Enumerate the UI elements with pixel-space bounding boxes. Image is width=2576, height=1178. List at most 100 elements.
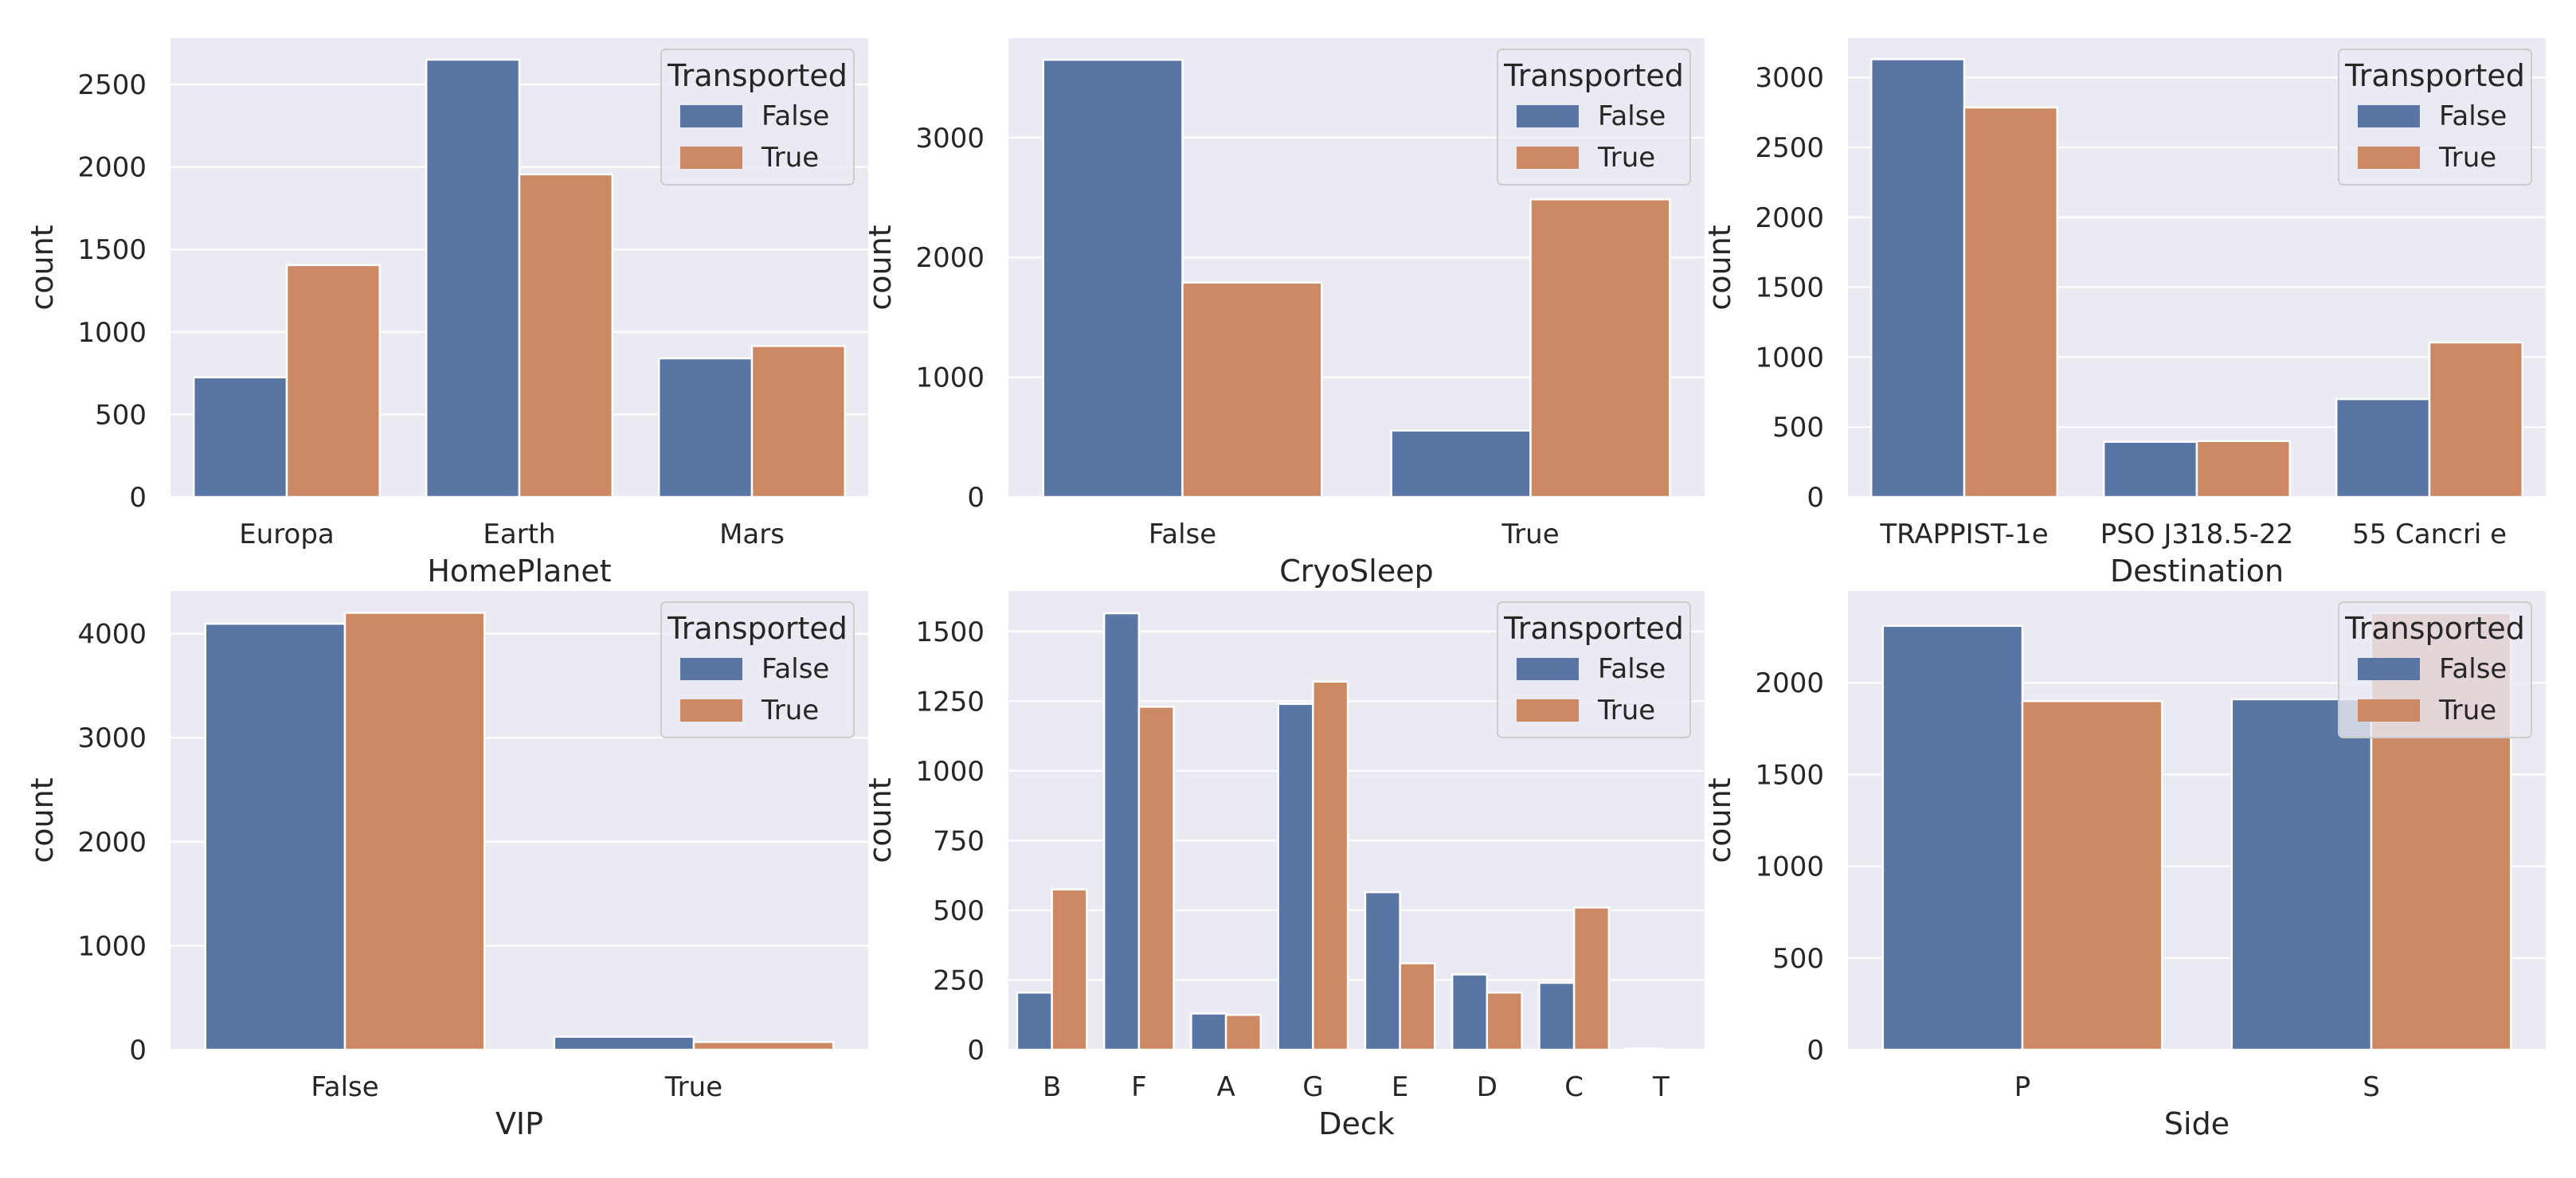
legend-title: Transported — [667, 611, 848, 646]
legend-label-true: True — [2438, 695, 2496, 726]
x-tick-label: E — [1392, 1071, 1408, 1103]
bar-pso-j318-5-22-false — [2102, 440, 2198, 499]
bar-trappist-1e-false — [1869, 58, 1966, 499]
bar-g-false — [1277, 702, 1314, 1051]
legend-label-false: False — [761, 100, 829, 132]
legend-swatch-false — [2358, 105, 2420, 127]
bar-true-false — [553, 1035, 695, 1051]
y-tick-label: 500 — [933, 895, 985, 927]
y-tick-label: 2500 — [77, 69, 147, 101]
bar-s-false — [2230, 698, 2373, 1051]
bar-c-true — [1572, 906, 1611, 1051]
bar-pso-j318-5-22-true — [2195, 440, 2292, 499]
legend-label-true: True — [1597, 142, 1655, 174]
x-tick-label: P — [2014, 1071, 2031, 1103]
bar-mars-false — [657, 357, 754, 499]
bar-false-false — [1042, 58, 1184, 499]
y-tick-label: 1500 — [77, 234, 147, 266]
legend-swatch-true — [680, 147, 742, 169]
x-axis-label: VIP — [495, 1106, 543, 1141]
chart-panel-1: 0 500 1000 1500 2000 2500 Europa Earth Mars HomeP… — [25, 38, 868, 589]
legend: Transported False True — [1497, 601, 1691, 738]
bar-t-false — [1625, 1047, 1662, 1051]
y-tick-label: 2000 — [1755, 202, 1824, 234]
y-tick-label: 0 — [1807, 482, 1824, 514]
x-tick-label: 55 Cancri e — [2352, 519, 2507, 550]
bar-false-true — [343, 612, 486, 1051]
x-tick-label: TRAPPIST-1e — [1879, 519, 2048, 550]
y-tick-label: 2000 — [1755, 667, 1824, 699]
bar-trappist-1e-true — [1963, 106, 2059, 499]
x-tick-label: PSO J318.5-22 — [2100, 519, 2294, 550]
y-tick-label: 0 — [1807, 1035, 1824, 1066]
y-tick-label: 3000 — [1755, 62, 1824, 94]
legend-swatch-true — [2358, 147, 2420, 169]
x-tick-label: B — [1043, 1071, 1061, 1103]
x-tick-label: Earth — [483, 519, 555, 550]
chart-panel-4: 0 1000 2000 3000 4000 False True VIP count Transp… — [25, 591, 868, 1141]
legend-label-false: False — [761, 653, 829, 685]
chart-panel-3: 0 500 1000 1500 2000 2500 3000 TRAPPIST-1e PSO J… — [1702, 38, 2546, 589]
y-tick-label: 1250 — [915, 686, 985, 718]
y-axis-label: count — [1702, 225, 1737, 310]
legend-label-true: True — [761, 142, 819, 174]
legend: Transported False True — [2338, 601, 2532, 738]
legend-label-false: False — [1598, 100, 1666, 132]
bar-p-false — [1881, 624, 2024, 1051]
bar-55-cancri-e-true — [2428, 341, 2524, 499]
x-tick-label: C — [1564, 1071, 1584, 1103]
bar-a-false — [1190, 1012, 1227, 1051]
bar-earth-false — [425, 58, 521, 499]
x-axis-label: HomePlanet — [427, 554, 611, 589]
bar-g-true — [1312, 680, 1349, 1051]
x-tick-label: A — [1216, 1071, 1235, 1103]
legend: Transported False True — [660, 49, 855, 186]
legend-label-false: False — [1598, 653, 1666, 685]
legend-label-true: True — [761, 695, 819, 726]
y-tick-label: 2000 — [77, 152, 147, 184]
legend-swatch-false — [1517, 105, 1579, 127]
bar-d-true — [1486, 991, 1523, 1051]
bar-e-true — [1399, 962, 1436, 1051]
bar-b-true — [1051, 888, 1088, 1051]
bar-p-true — [2021, 699, 2163, 1051]
y-tick-label: 4000 — [77, 619, 147, 651]
legend-title: Transported — [667, 58, 848, 93]
y-tick-label: 3000 — [77, 722, 147, 754]
bar-false-true — [1181, 281, 1323, 499]
bar-c-false — [1538, 981, 1576, 1051]
legend-title: Transported — [1503, 58, 1684, 93]
bar-a-true — [1224, 1013, 1263, 1051]
y-tick-label: 0 — [967, 482, 985, 514]
legend-title: Transported — [1503, 611, 1684, 646]
y-tick-label: 500 — [95, 399, 147, 431]
y-tick-label: 1500 — [1755, 759, 1824, 791]
legend-label-false: False — [2439, 653, 2507, 685]
x-tick-label: T — [1652, 1071, 1670, 1103]
bar-true-true — [1529, 198, 1671, 499]
x-tick-label: S — [2363, 1071, 2380, 1103]
y-tick-label: 1500 — [1755, 272, 1824, 304]
y-tick-label: 1000 — [1755, 342, 1824, 374]
x-tick-label: True — [664, 1071, 722, 1103]
x-tick-label: False — [311, 1071, 378, 1103]
y-tick-label: 1500 — [915, 616, 985, 648]
x-tick-label: True — [1501, 519, 1559, 550]
x-axis-label: Side — [2164, 1106, 2230, 1141]
legend: Transported False True — [2338, 49, 2532, 186]
bar-f-false — [1102, 612, 1141, 1051]
y-tick-label: 1000 — [77, 317, 147, 349]
x-tick-label: Mars — [719, 519, 785, 550]
bar-d-false — [1450, 973, 1489, 1051]
legend-title: Transported — [2344, 611, 2525, 646]
bar-mars-true — [750, 345, 847, 499]
bar-f-true — [1137, 706, 1175, 1051]
y-axis-label: count — [1702, 777, 1737, 863]
y-tick-label: 2000 — [915, 242, 985, 274]
y-tick-label: 0 — [129, 1035, 147, 1066]
y-tick-label: 250 — [933, 965, 985, 996]
x-tick-label: F — [1131, 1071, 1147, 1103]
y-tick-label: 3000 — [915, 123, 985, 155]
y-tick-label: 1000 — [915, 362, 985, 394]
